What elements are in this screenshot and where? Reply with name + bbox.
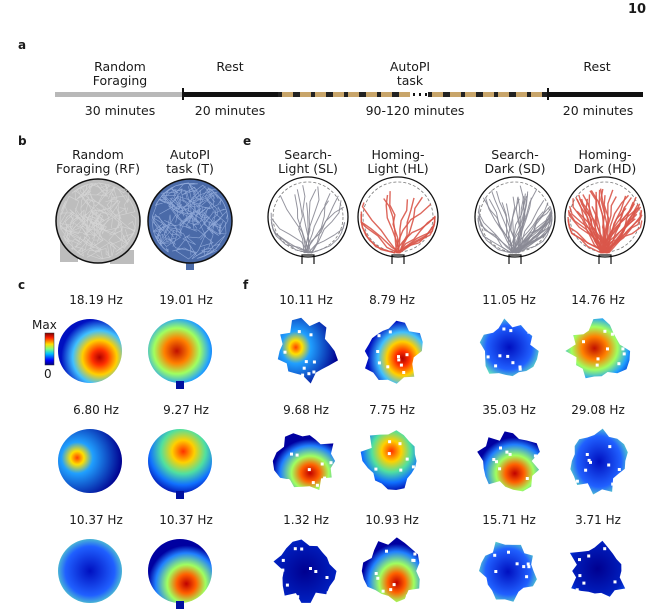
c-rate-r2c2: 9.27 Hz <box>163 403 209 417</box>
f-rate-r2c1: 9.68 Hz <box>283 403 329 417</box>
f-rate-r1c2: 8.79 Hz <box>369 293 415 307</box>
session-timeline <box>55 88 643 100</box>
arena-task <box>147 178 233 270</box>
f-rate-map-r2c4 <box>570 428 628 495</box>
colorbar <box>44 332 55 366</box>
duration-autopi: 90-120 minutes <box>365 103 465 118</box>
c-rate-map-2 <box>148 319 212 389</box>
f-rate-map-r3c3 <box>479 541 537 602</box>
phase-rest2-label: Rest <box>583 59 611 74</box>
f-rate-map-r3c1 <box>273 539 337 603</box>
f-rate-map-r1c2 <box>364 320 423 384</box>
f-rate-r1c4: 14.76 Hz <box>571 293 625 307</box>
panel-f-letter: f <box>243 278 249 292</box>
f-rate-r2c3: 35.03 Hz <box>482 403 536 417</box>
arena-task-label: AutoPI task (T) <box>166 147 214 176</box>
f-rate-r3c2: 10.93 Hz <box>365 513 419 527</box>
f-rate-r2c2: 7.75 Hz <box>369 403 415 417</box>
f-rate-map-r1c1 <box>277 317 338 384</box>
c-rate-r2c1: 6.80 Hz <box>73 403 119 417</box>
c-rate-map-6 <box>148 539 212 609</box>
f-rate-r1c1: 10.11 Hz <box>279 293 333 307</box>
f-rate-map-r2c1 <box>272 433 336 490</box>
c-rate-map-4 <box>148 429 212 499</box>
arena-rf <box>55 178 141 264</box>
arena-sd-label: Search- Dark (SD) <box>484 147 546 176</box>
arena-hl-label: Homing- Light (HL) <box>367 147 429 176</box>
f-rate-map-r1c4 <box>565 318 631 379</box>
timeline-random-foraging <box>55 92 183 97</box>
c-rate-r3c2: 10.37 Hz <box>159 513 213 527</box>
phase-rest1-label: Rest <box>216 59 244 74</box>
page-number: 10 <box>628 2 647 17</box>
arena-hl <box>357 176 439 264</box>
c-rate-map-5 <box>58 539 122 603</box>
phase-autopi-label: AutoPI task <box>389 59 431 88</box>
colorbar-max-label: Max <box>32 318 57 332</box>
f-rate-r1c3: 11.05 Hz <box>482 293 536 307</box>
panel-c-letter: c <box>18 278 26 292</box>
c-rate-map-3 <box>58 429 122 493</box>
f-rate-map-r2c2 <box>360 430 417 490</box>
f-rate-map-r2c3 <box>477 431 540 492</box>
f-rate-r3c4: 3.71 Hz <box>575 513 621 527</box>
duration-rest1: 20 minutes <box>194 103 266 118</box>
duration-random-foraging: 30 minutes <box>84 103 156 118</box>
arena-hd <box>564 176 646 264</box>
c-rate-r1c2: 19.01 Hz <box>159 293 213 307</box>
panel-b-letter: b <box>18 134 27 148</box>
arena-sd <box>474 176 556 264</box>
f-rate-r2c4: 29.08 Hz <box>571 403 625 417</box>
arena-sl-label: Search- Light (SL) <box>278 147 338 176</box>
panel-a-letter: a <box>18 38 27 52</box>
panel-e-letter: e <box>243 134 252 148</box>
arena-hd-label: Homing- Dark (HD) <box>573 147 637 176</box>
arena-rf-label: Random Foraging (RF) <box>55 147 141 176</box>
f-rate-r3c3: 15.71 Hz <box>482 513 536 527</box>
c-rate-r3c1: 10.37 Hz <box>69 513 123 527</box>
f-rate-r3c1: 1.32 Hz <box>283 513 329 527</box>
colorbar-min-label: 0 <box>44 367 52 381</box>
phase-random-foraging-label: Random Foraging <box>92 59 148 88</box>
f-rate-map-r3c4 <box>569 540 626 599</box>
c-rate-map-1 <box>58 319 122 383</box>
f-rate-map-r1c3 <box>479 318 539 377</box>
duration-rest2: 20 minutes <box>562 103 634 118</box>
arena-sl <box>267 176 349 264</box>
f-rate-map-r3c2 <box>361 537 420 603</box>
timeline-autopi-task <box>278 92 548 97</box>
timeline-rest1 <box>183 92 278 97</box>
c-rate-r1c1: 18.19 Hz <box>69 293 123 307</box>
timeline-rest2 <box>548 92 643 97</box>
